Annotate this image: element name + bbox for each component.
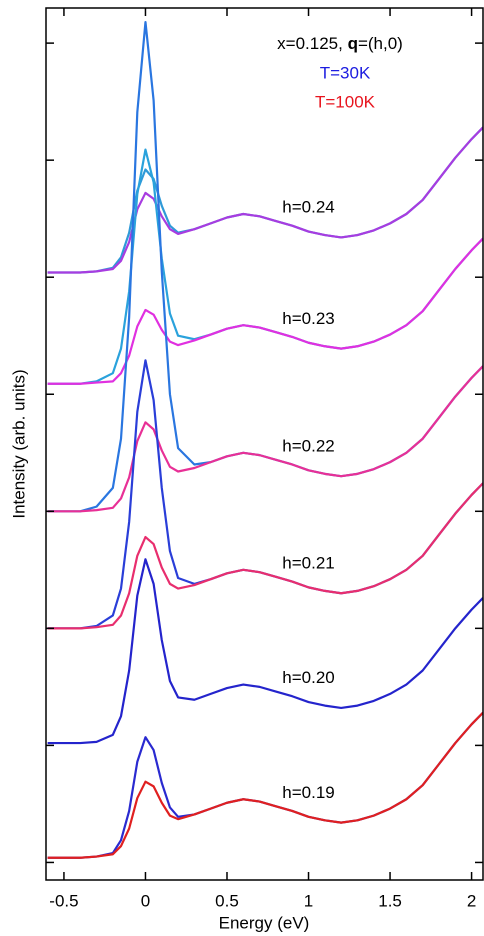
spectrum-line (47, 482, 483, 630)
x-tick-label: 1.5 (378, 891, 402, 910)
legend-entry: T=30K (320, 63, 371, 82)
curve-label: h=0.24 (282, 198, 334, 217)
y-axis-label: Intensity (arb. units) (9, 369, 28, 518)
plot-frame (45, 7, 484, 881)
x-tick-label: 2 (467, 891, 476, 910)
x-tick-label: 1 (304, 891, 313, 910)
curve-label: h=0.19 (282, 783, 334, 802)
title-part: q (348, 34, 358, 53)
x-tick-label: 0 (141, 891, 150, 910)
spectrum-line (47, 365, 483, 513)
curve-label: h=0.22 (282, 436, 334, 455)
curve-label: h=0.20 (282, 668, 334, 687)
curve-label: h=0.23 (282, 309, 334, 328)
curve-label: h=0.21 (282, 553, 334, 572)
spectrum-line (47, 126, 483, 274)
title-part: =(h,0) (358, 34, 403, 53)
spectrum-line (47, 359, 483, 630)
x-axis-label: Energy (eV) (219, 913, 310, 932)
spectrum-line (47, 126, 483, 274)
title-part: x=0.125, (277, 34, 347, 53)
spectrum-line (47, 237, 483, 385)
spectrum-line (47, 558, 483, 745)
x-tick-label: 0.5 (215, 891, 239, 910)
curves (47, 20, 483, 859)
legend-entry: T=100K (315, 92, 376, 111)
x-tick-label: -0.5 (49, 891, 78, 910)
chart-title: x=0.125, q=(h,0) (277, 34, 403, 53)
spectrum-line (47, 711, 483, 859)
